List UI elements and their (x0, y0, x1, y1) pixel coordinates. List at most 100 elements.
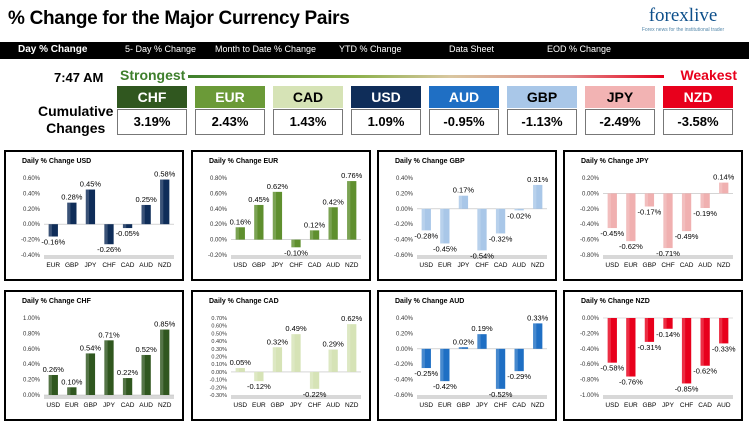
data-label: -0.31% (638, 343, 662, 352)
bar-front (533, 323, 543, 349)
bar-front (235, 227, 245, 240)
data-label: -0.62% (619, 242, 643, 251)
bar-cad (495, 208, 506, 234)
rank-usd: USD 1.09% (351, 86, 421, 135)
chart-title: Daily % Change USD (22, 158, 92, 165)
data-label: 0.58% (154, 170, 176, 179)
tab-month-to-date-change[interactable]: Month to Date % Change (215, 44, 317, 54)
bar-front (254, 204, 264, 240)
bar-highlight (67, 387, 71, 395)
bar-chf (495, 348, 506, 389)
bar-highlight (440, 208, 444, 244)
x-tick-label: AUD (717, 402, 731, 409)
bar-eur (626, 193, 636, 242)
weakest-label: Weakest (680, 67, 737, 83)
data-label: 0.31% (527, 175, 549, 184)
data-label: 0.19% (471, 324, 493, 333)
data-label: -0.05% (116, 229, 140, 238)
x-tick-label: JPY (290, 402, 303, 409)
tab-5-day-change[interactable]: 5- Day % Change (125, 44, 197, 54)
bar-nzd (347, 181, 357, 240)
data-label: 0.14% (713, 173, 735, 182)
data-label: 0.26% (43, 365, 65, 374)
bar-highlight (607, 318, 611, 363)
bar-front (122, 378, 133, 395)
chart-title: Daily % Change EUR (209, 158, 279, 165)
bar-cad (122, 378, 133, 395)
x-tick-label: AUD (512, 262, 526, 269)
daily-change-eur-chart: -0.20% 0.00% 0.20% 0.40% 0.60% 0.80% 0.16% USD 0… (191, 150, 371, 281)
bar-gbp (644, 193, 655, 207)
bar-highlight (85, 353, 90, 395)
chart-svg: -0.30%-0.20%-0.10%0.00%0.10%0.20%0.30%0.… (210, 314, 363, 409)
bar-front (681, 318, 692, 384)
bar-chf (291, 239, 301, 248)
bar-jpy (104, 340, 114, 395)
bar-highlight (644, 318, 649, 342)
data-label: 0.17% (453, 186, 475, 195)
data-label: 0.85% (154, 320, 176, 329)
bar-front (254, 371, 264, 382)
bar-front (85, 353, 96, 395)
bar-front (477, 334, 487, 349)
y-tick-label: 0.20% (23, 378, 41, 384)
y-tick-label: -0.40% (394, 378, 414, 384)
tab-day-change[interactable]: Day % Change (18, 44, 88, 55)
x-tick-label: GBP (643, 402, 657, 409)
rank-currency-code: NZD (663, 86, 733, 108)
tab-ytd-change[interactable]: YTD % Change (339, 44, 402, 54)
x-tick-label: AUD (139, 262, 153, 269)
chart-title: Daily % Change GBP (395, 158, 465, 165)
tab-bar: Day % Change 5- Day % Change Month to Da… (0, 42, 749, 59)
tab-data-sheet[interactable]: Data Sheet (449, 44, 495, 54)
tab-eod-change[interactable]: EOD % Change (547, 44, 612, 54)
data-label: 0.49% (285, 324, 307, 333)
bar-eur (440, 348, 450, 382)
y-tick-label: 0.80% (23, 331, 41, 337)
daily-change-gbp-chart: -0.60% -0.40% -0.20% 0.00% 0.20% 0.40% -0.28% U… (377, 150, 557, 281)
rank-cumulative-value: 2.43% (195, 109, 265, 135)
bar-highlight (272, 191, 277, 240)
bar-highlight (681, 318, 686, 384)
y-tick-label: -0.60% (580, 362, 600, 368)
bar-usd (48, 374, 58, 395)
chart-title: Daily % Change CHF (22, 298, 91, 305)
chart-svg: -0.60% -0.40% -0.20% 0.00% 0.20% 0.40% -0.25% U… (394, 313, 549, 409)
y-tick-label: 0.40% (23, 191, 41, 197)
y-tick-label: 0.40% (396, 176, 414, 182)
bar-highlight (48, 224, 52, 237)
bar-highlight (458, 195, 463, 209)
x-tick-label: AUD (326, 262, 340, 269)
bar-eur (626, 318, 636, 377)
bar-cad (122, 224, 133, 229)
y-tick-label: 0.00% (23, 222, 41, 228)
daily-change-cad-chart: -0.30% -0.20% -0.10% 0.00% 0.10% 0.20% 0.30% 0.… (191, 290, 371, 421)
data-label: 0.29% (323, 340, 345, 349)
bar-highlight (533, 323, 537, 349)
chart-floor (603, 395, 733, 399)
data-label: 0.16% (230, 217, 252, 226)
rank-nzd: NZD -3.58% (663, 86, 733, 135)
x-tick-label: GBP (457, 402, 471, 409)
data-label: 0.05% (230, 358, 252, 367)
bar-highlight (700, 193, 704, 209)
bar-highlight (533, 184, 537, 209)
y-tick-label: -0.40% (21, 253, 41, 259)
bar-aud (141, 354, 151, 395)
bar-front (514, 208, 524, 211)
chart-svg: -0.40% -0.20% 0.00% 0.20% 0.40% 0.60% -0.16% EU… (21, 170, 176, 269)
y-tick-label: -0.20% (210, 385, 228, 391)
y-tick-label: 0.20% (582, 176, 600, 182)
bar-front (421, 208, 431, 231)
bar-eur (67, 387, 77, 395)
chart-svg: -0.80% -0.60% -0.40% -0.20% 0.00% 0.20% -0.45%… (580, 173, 735, 269)
cumulative-label-line2: Changes (46, 120, 106, 136)
data-label: 0.54% (80, 343, 102, 352)
y-tick-label: -0.60% (580, 238, 600, 244)
x-tick-label: CHF (308, 402, 321, 409)
rank-currency-code: USD (351, 86, 421, 108)
bar-chf (309, 371, 320, 389)
data-label: -0.58% (600, 364, 624, 373)
forexlive-logo[interactable]: forexlive Forex news for the institution… (633, 6, 733, 38)
y-tick-label: 0.40% (210, 207, 228, 213)
